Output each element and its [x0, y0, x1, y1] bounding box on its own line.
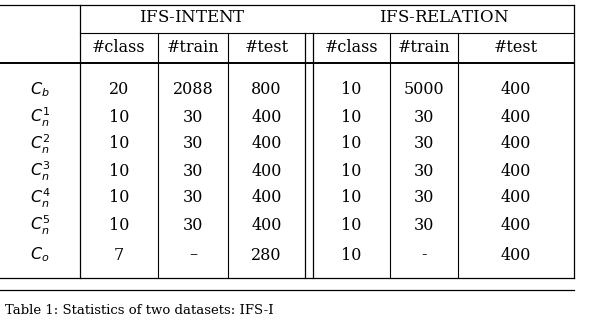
Text: 400: 400 — [501, 136, 531, 152]
Text: 10: 10 — [109, 189, 129, 207]
Text: 400: 400 — [501, 247, 531, 263]
Text: $C_n^3$: $C_n^3$ — [30, 159, 50, 182]
Text: $C_n^4$: $C_n^4$ — [30, 186, 50, 210]
Text: 10: 10 — [341, 82, 362, 98]
Text: $C_n^5$: $C_n^5$ — [30, 214, 50, 237]
Text: 400: 400 — [501, 189, 531, 207]
Text: IFS-I$\mathregular{NTENT}$: IFS-I$\mathregular{NTENT}$ — [139, 10, 246, 26]
Text: 30: 30 — [183, 162, 203, 180]
Text: $C_o$: $C_o$ — [30, 246, 50, 264]
Text: 30: 30 — [183, 189, 203, 207]
Text: 20: 20 — [109, 82, 129, 98]
Text: 10: 10 — [109, 216, 129, 234]
Text: 10: 10 — [109, 162, 129, 180]
Text: 10: 10 — [341, 189, 362, 207]
Text: -: - — [421, 247, 427, 263]
Text: 280: 280 — [251, 247, 281, 263]
Text: 30: 30 — [414, 189, 434, 207]
Text: Table 1: Statistics of two datasets: IFS-I: Table 1: Statistics of two datasets: IFS… — [5, 304, 274, 316]
Text: $C_n^1$: $C_n^1$ — [30, 105, 50, 129]
Text: #class: #class — [325, 40, 378, 56]
Text: 30: 30 — [183, 216, 203, 234]
Text: 10: 10 — [109, 136, 129, 152]
Text: #class: #class — [92, 40, 146, 56]
Text: 10: 10 — [341, 247, 362, 263]
Text: 400: 400 — [251, 109, 281, 125]
Text: 400: 400 — [501, 216, 531, 234]
Text: 7: 7 — [114, 247, 124, 263]
Text: 30: 30 — [414, 216, 434, 234]
Text: –: – — [189, 247, 197, 263]
Text: 30: 30 — [183, 109, 203, 125]
Text: 400: 400 — [251, 136, 281, 152]
Text: 30: 30 — [414, 109, 434, 125]
Text: #train: #train — [167, 40, 219, 56]
Text: 400: 400 — [251, 189, 281, 207]
Text: #test: #test — [494, 40, 538, 56]
Text: 5000: 5000 — [403, 82, 445, 98]
Text: 400: 400 — [251, 162, 281, 180]
Text: 400: 400 — [501, 109, 531, 125]
Text: #train: #train — [397, 40, 451, 56]
Text: IFS-R$\mathregular{ELATION}$: IFS-R$\mathregular{ELATION}$ — [379, 10, 509, 26]
Text: 30: 30 — [414, 162, 434, 180]
Text: 10: 10 — [341, 216, 362, 234]
Text: 400: 400 — [251, 216, 281, 234]
Text: 400: 400 — [501, 162, 531, 180]
Text: #test: #test — [245, 40, 289, 56]
Text: 10: 10 — [109, 109, 129, 125]
Text: 2088: 2088 — [173, 82, 213, 98]
Text: 30: 30 — [183, 136, 203, 152]
Text: 10: 10 — [341, 109, 362, 125]
Text: 10: 10 — [341, 136, 362, 152]
Text: $C_n^2$: $C_n^2$ — [30, 132, 50, 156]
Text: 30: 30 — [414, 136, 434, 152]
Text: 800: 800 — [251, 82, 281, 98]
Text: $C_b$: $C_b$ — [30, 81, 50, 99]
Text: 10: 10 — [341, 162, 362, 180]
Text: 400: 400 — [501, 82, 531, 98]
